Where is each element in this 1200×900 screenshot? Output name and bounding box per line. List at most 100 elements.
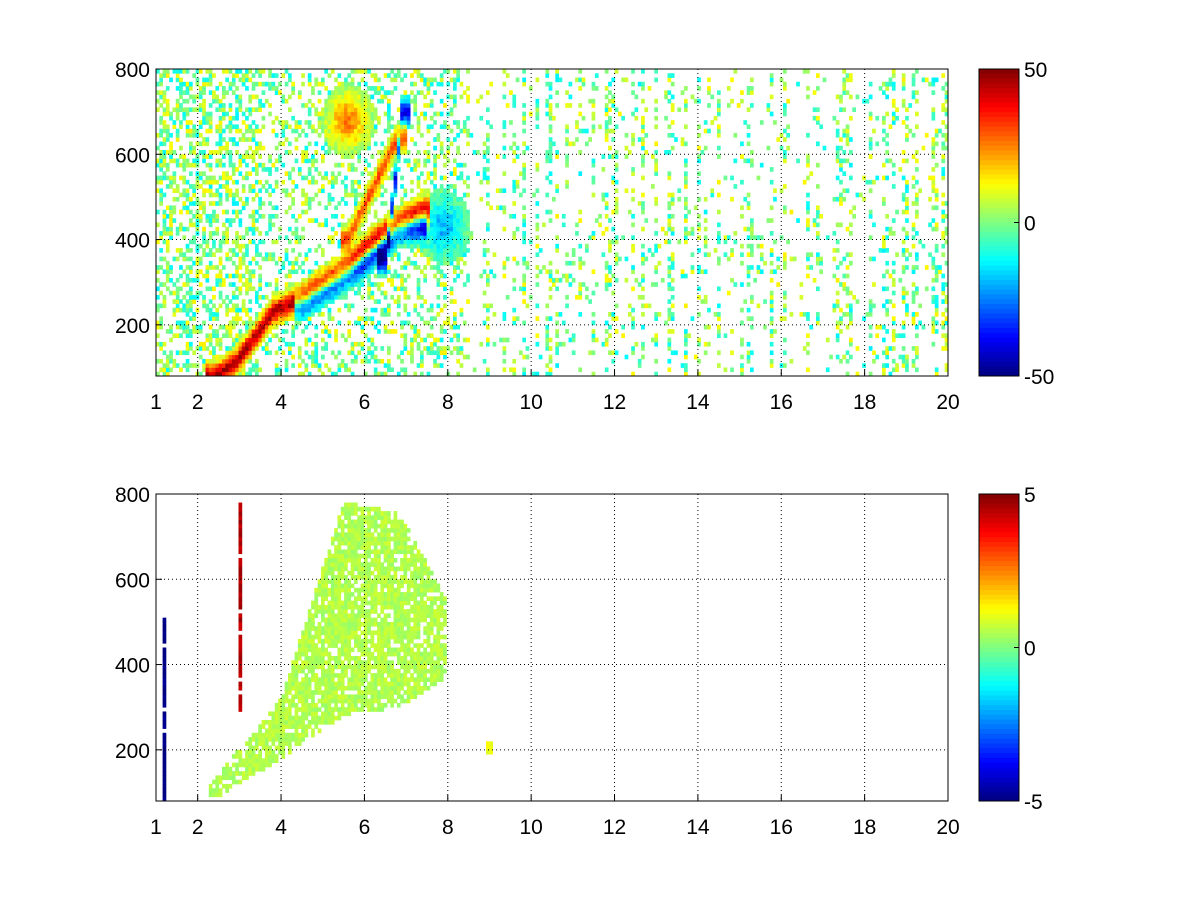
heat-cell [350,252,355,258]
heat-cell [340,128,345,134]
heat-cell [443,213,447,219]
heat-cell [202,358,206,364]
heat-cell [459,213,464,219]
heat-cell [281,312,286,317]
heat-cell [915,179,919,185]
heat-cell [179,222,183,228]
heat-cell [522,354,526,360]
heat-cell [390,329,394,334]
heat-cell [934,329,939,334]
heat-cell [641,286,645,292]
heat-cell [264,333,269,339]
heat-cell [297,124,302,130]
heat-cell [354,222,358,228]
heat-cell [278,367,282,373]
heat-cell [294,316,299,321]
heat-cell [575,77,579,83]
heat-cell [212,354,216,360]
heat-cell [763,324,767,330]
heat-cell [205,265,210,270]
heat-cell [433,213,437,219]
heat-cell [393,132,398,138]
heat-cell [330,260,335,266]
heat-cell [931,77,936,83]
heat-cell [327,179,332,185]
heat-cell [231,260,236,266]
heat-cell [218,256,223,262]
heat-cell [439,350,444,356]
heat-cell [466,273,470,279]
heat-cell [400,77,404,83]
heat-cell [314,358,319,364]
heat-cell [354,256,358,262]
heat-cell [423,158,427,164]
heat-cell [581,81,586,87]
heat-cell [278,256,282,262]
heat-cell [347,192,352,198]
heat-cell [248,273,253,279]
heat-cell [327,107,332,113]
heat-cell [165,329,170,334]
heat-cell [360,209,365,215]
heat-cell [301,299,305,304]
heat-cell [938,269,942,275]
heat-cell [284,209,289,215]
heat-cell [330,171,335,176]
heat-cell [225,150,229,155]
heat-cell [360,269,365,275]
heat-cell [383,307,388,313]
heat-cell [274,282,279,287]
heat-cell [347,145,352,151]
heat-cell [202,192,206,198]
heat-cell [264,324,269,330]
heat-cell [456,346,460,351]
heat-cell [403,337,408,343]
heat-cell [403,158,408,164]
heat-cell [347,265,352,270]
heat-cell [400,150,404,155]
heat-cell [340,290,345,296]
heat-cell [357,248,361,253]
heat-cell [535,316,540,321]
heat-cell [255,128,259,134]
heat-cell [334,132,338,138]
heat-cell [268,86,272,91]
heat-cell [667,132,672,138]
heat-cell [664,115,668,121]
heat-cell [172,69,177,74]
heat-cell [743,158,748,164]
heat-cell [324,294,328,300]
heat-cell [357,290,361,296]
heat-cell [888,81,893,87]
heat-cell [453,167,457,172]
heat-cell [354,248,358,253]
heat-cell [453,265,457,270]
heat-cell [670,316,675,321]
heat-cell [218,248,223,253]
heat-cell [314,111,319,117]
heat-cell [413,111,418,117]
heat-cell [410,235,414,240]
heat-cell [350,103,355,108]
heat-cell [535,235,540,240]
heat-cell [258,213,262,219]
heat-cell [248,346,253,351]
heat-cell [644,107,649,113]
heat-cell [258,154,262,159]
heat-cell [396,303,401,309]
heat-cell [486,316,490,321]
heat-cell [311,307,315,313]
heat-cell [466,231,470,236]
heat-cell [324,132,328,138]
heat-cell [601,196,606,202]
heat-cell [420,222,424,228]
heat-cell [561,273,566,279]
heat-cell [235,231,239,236]
heat-cell [845,324,850,330]
heat-cell [334,333,338,339]
heat-cell [934,141,939,147]
heat-cell [189,81,193,87]
heat-cell [241,137,246,142]
heat-cell [462,354,467,360]
heat-cell [684,171,688,176]
